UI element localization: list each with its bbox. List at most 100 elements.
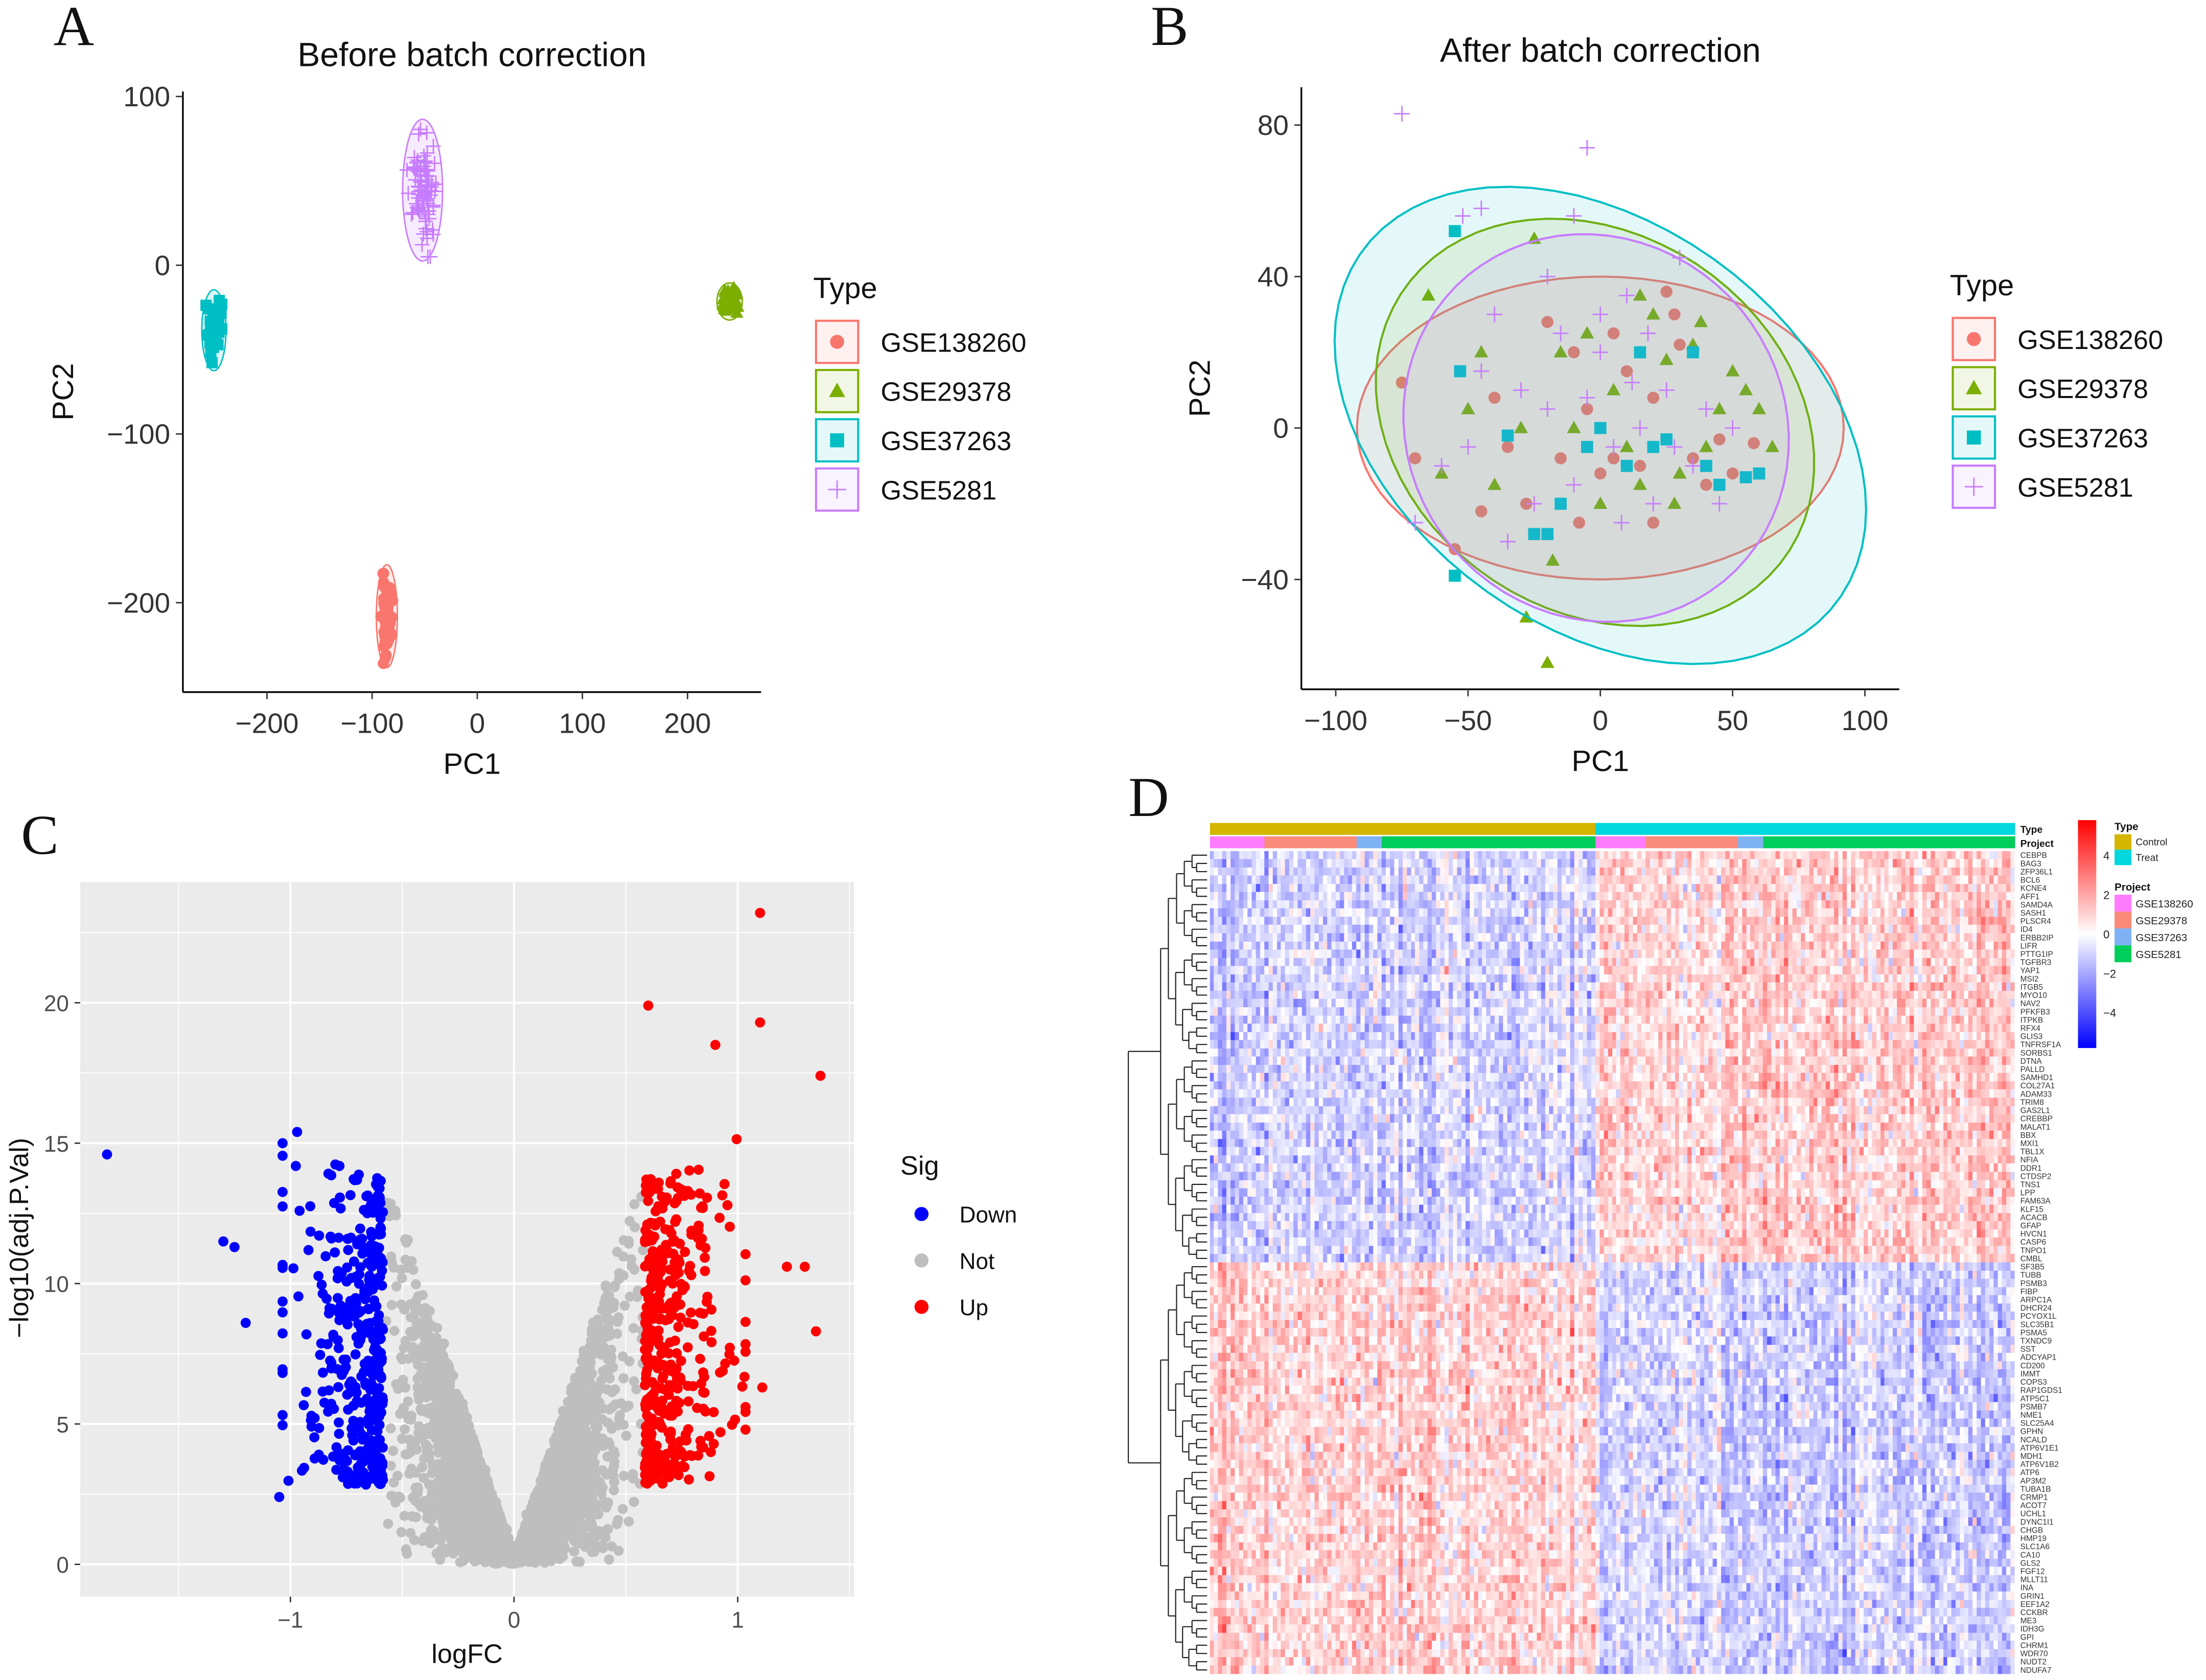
triangle-icon xyxy=(1965,380,1982,394)
data-point xyxy=(1673,466,1687,479)
data-point xyxy=(1660,286,1673,298)
volcano-point-not xyxy=(449,1389,459,1399)
volcano-point-not xyxy=(388,1445,399,1456)
data-point xyxy=(1473,200,1490,217)
volcano-point-not xyxy=(598,1543,608,1553)
data-point xyxy=(1633,288,1647,301)
volcano-point-down xyxy=(315,1349,326,1360)
volcano-point-down xyxy=(277,1151,288,1161)
data-point xyxy=(1541,528,1554,541)
data-point xyxy=(1520,498,1532,510)
volcano-point-not xyxy=(428,1462,438,1472)
data-point xyxy=(1748,437,1760,450)
legend-title: Type xyxy=(813,272,877,305)
volcano-point-not xyxy=(557,1522,568,1533)
data-point xyxy=(419,162,434,177)
volcano-point-not xyxy=(589,1547,599,1557)
data-point xyxy=(1409,452,1422,464)
volcano-point-down xyxy=(363,1419,374,1430)
volcano-point-down xyxy=(305,1201,316,1211)
volcano-point-not xyxy=(624,1216,635,1226)
volcano-point-down xyxy=(331,1442,342,1453)
volcano-point-not xyxy=(574,1426,585,1436)
volcano-point-not xyxy=(493,1539,503,1550)
volcano-point-down xyxy=(354,1278,364,1289)
data-point xyxy=(211,317,223,329)
volcano-point-down xyxy=(277,1420,288,1431)
volcano-point-down xyxy=(299,1462,309,1473)
volcano-point-not xyxy=(425,1537,435,1548)
volcano-point-down xyxy=(345,1190,356,1200)
volcano-point-not xyxy=(626,1254,637,1265)
legend-label: GSE5281 xyxy=(881,476,997,505)
volcano-point-not xyxy=(629,1497,639,1507)
volcano-point-not xyxy=(412,1319,423,1329)
volcano-point-not xyxy=(409,1535,420,1546)
volcano-point-down xyxy=(377,1257,388,1268)
data-point xyxy=(404,207,419,222)
volcano-point-not xyxy=(483,1521,494,1532)
legend-item-GSE138260: GSE138260 xyxy=(1952,317,2163,361)
volcano-point-not xyxy=(596,1375,607,1386)
data-point xyxy=(1607,383,1621,395)
data-point xyxy=(1613,515,1630,531)
data-point xyxy=(375,611,387,622)
volcano-point-not xyxy=(412,1382,423,1393)
volcano-point-not xyxy=(479,1492,490,1503)
data-point xyxy=(385,588,397,600)
data-point xyxy=(1671,249,1688,266)
panel-letter-c: C xyxy=(21,804,58,866)
data-point xyxy=(426,138,441,154)
volcano-point-not xyxy=(416,1501,426,1512)
volcano-point-not xyxy=(509,1554,520,1565)
volcano-point-down xyxy=(320,1251,331,1262)
volcano-point-not xyxy=(435,1505,445,1515)
legend-item-GSE29378: GSE29378 xyxy=(1952,366,2148,411)
volcano-point-not xyxy=(536,1519,547,1530)
volcano-point-not xyxy=(406,1256,417,1267)
volcano-point-down xyxy=(342,1233,353,1244)
volcano-point-not xyxy=(561,1434,572,1444)
data-point xyxy=(415,191,431,206)
volcano-point-not xyxy=(558,1461,568,1472)
data-point xyxy=(422,211,437,226)
volcano-point-down xyxy=(277,1410,288,1420)
volcano-point-not xyxy=(556,1470,566,1481)
volcano-point-not xyxy=(603,1318,614,1328)
data-point xyxy=(410,164,426,179)
volcano-point-not xyxy=(428,1495,438,1506)
volcano-point-down xyxy=(371,1301,382,1312)
legend-label: GSE29378 xyxy=(881,378,1012,407)
volcano-point-not xyxy=(405,1435,415,1445)
volcano-point-not xyxy=(466,1510,476,1521)
volcano-point-down xyxy=(301,1329,312,1340)
data-point xyxy=(1634,459,1646,472)
volcano-point-not xyxy=(542,1495,553,1505)
data-point xyxy=(1488,477,1502,490)
volcano-point-not xyxy=(424,1387,434,1397)
volcano-point-down xyxy=(343,1245,354,1255)
data-point xyxy=(730,286,744,298)
data-point xyxy=(1592,344,1609,360)
data-point xyxy=(1513,382,1529,398)
data-point xyxy=(1620,365,1633,378)
data-point xyxy=(1449,225,1461,238)
data-point xyxy=(1580,326,1594,339)
data-point xyxy=(1528,528,1541,541)
volcano-point-not xyxy=(593,1317,604,1327)
volcano-point-not xyxy=(422,1427,433,1437)
data-point xyxy=(1579,390,1595,406)
volcano-point-not xyxy=(540,1469,551,1480)
volcano-point-not xyxy=(618,1251,629,1262)
volcano-point-down xyxy=(349,1256,359,1267)
volcano-point-not xyxy=(628,1323,639,1334)
data-point xyxy=(1752,402,1767,414)
y-axis-title: PC2 xyxy=(47,363,80,421)
volcano-point-down xyxy=(321,1293,332,1304)
volcano-point-not xyxy=(407,1511,417,1522)
volcano-point-not xyxy=(433,1440,444,1451)
data-point xyxy=(378,658,389,669)
volcano-point-not xyxy=(542,1546,553,1557)
volcano-point-not xyxy=(619,1300,630,1311)
data-point xyxy=(1433,458,1450,474)
